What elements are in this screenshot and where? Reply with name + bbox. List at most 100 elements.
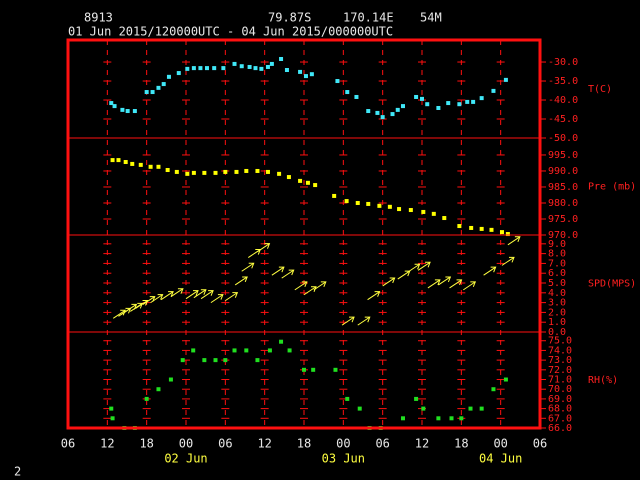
arrow-stroke	[157, 294, 164, 300]
y-tick-label: 69.0	[548, 394, 572, 405]
x-tick-label: 06	[218, 437, 232, 451]
point	[414, 396, 419, 401]
point	[284, 68, 289, 73]
point	[110, 416, 115, 421]
arrow-stroke	[434, 279, 441, 286]
point	[479, 96, 484, 101]
arrow-stroke	[185, 290, 199, 300]
x-tick-label: 06	[533, 437, 547, 451]
x-tick-label: 18	[139, 437, 153, 451]
y-tick-label: 7.0	[548, 258, 566, 269]
point	[298, 178, 303, 183]
point	[132, 109, 137, 114]
point	[309, 72, 314, 77]
x-tick-label: 00	[493, 437, 507, 451]
arrow-stroke	[170, 288, 184, 298]
wind-arrow	[170, 288, 184, 298]
wind-arrow	[210, 294, 224, 304]
y-tick-label: 72.0	[548, 365, 572, 376]
arrow-stroke	[271, 266, 285, 276]
arrow-stroke	[367, 291, 380, 301]
arrow-stroke	[217, 294, 224, 300]
point	[174, 169, 179, 174]
point	[355, 200, 360, 205]
point	[457, 224, 462, 229]
arrow-stroke	[303, 286, 317, 296]
point	[345, 90, 350, 95]
arrow-stroke	[225, 292, 238, 302]
arrow-stroke	[120, 309, 126, 316]
arrow-stroke	[177, 288, 184, 294]
y-tick-label: 9.0	[548, 239, 566, 250]
point	[354, 94, 359, 99]
x-tick-label: 00	[179, 437, 193, 451]
point	[457, 102, 462, 107]
point	[421, 209, 426, 214]
point	[120, 107, 125, 112]
arrow-stroke	[149, 296, 156, 302]
point	[223, 358, 228, 363]
point	[156, 387, 161, 392]
point	[109, 101, 114, 106]
point	[408, 208, 413, 213]
x-tick-label: 06	[61, 437, 75, 451]
point	[125, 109, 130, 114]
wind-arrow	[357, 316, 371, 326]
wind-arrow	[185, 290, 199, 300]
wind-arrow	[407, 263, 421, 273]
point	[302, 367, 306, 372]
y-tick-label: -40.0	[548, 95, 578, 106]
wind-arrow	[294, 281, 308, 291]
point	[244, 168, 249, 173]
point	[420, 96, 424, 101]
point	[375, 110, 380, 115]
point	[431, 211, 436, 216]
point	[213, 170, 218, 175]
point	[387, 204, 392, 209]
point	[400, 416, 405, 421]
point	[144, 90, 149, 95]
point	[123, 160, 128, 165]
arrow-stroke	[407, 263, 420, 273]
point	[213, 358, 218, 363]
wind-arrow	[341, 316, 355, 326]
arrow-stroke	[470, 281, 477, 288]
x-tick-label: 12	[415, 437, 429, 451]
arrow-stroke	[417, 261, 431, 271]
point	[255, 168, 260, 173]
wind-arrow	[160, 291, 174, 301]
wind-arrow	[313, 281, 327, 291]
y-tick-label: 75.0	[548, 336, 572, 347]
point	[191, 348, 196, 353]
wind-arrow	[225, 292, 239, 302]
point	[311, 367, 316, 372]
arrow-stroke	[278, 266, 285, 273]
arrow-stroke	[427, 279, 441, 289]
point	[459, 416, 464, 421]
point	[234, 169, 239, 174]
point	[138, 162, 143, 167]
point	[269, 61, 274, 66]
point	[185, 66, 190, 71]
arrow-stroke	[112, 309, 126, 319]
longitude: 170.14E	[343, 11, 394, 25]
arrow-stroke	[264, 243, 271, 249]
point	[279, 339, 284, 344]
wind-arrow	[193, 289, 207, 299]
point	[191, 170, 196, 175]
point	[499, 230, 504, 235]
point	[255, 358, 260, 363]
arrow-stroke	[320, 281, 327, 288]
point	[395, 107, 400, 112]
point	[357, 406, 362, 411]
arrow-stroke	[210, 294, 224, 304]
point	[400, 104, 405, 109]
arrow-stroke	[311, 286, 317, 292]
y-tick-label: 70.0	[548, 384, 572, 395]
period: 01 Jun 2015/120000UTC - 04 Jun 2015/0000…	[68, 25, 393, 39]
point	[110, 158, 115, 163]
point	[287, 348, 292, 353]
point	[468, 406, 473, 411]
y-tick-label: 5.0	[548, 278, 566, 289]
